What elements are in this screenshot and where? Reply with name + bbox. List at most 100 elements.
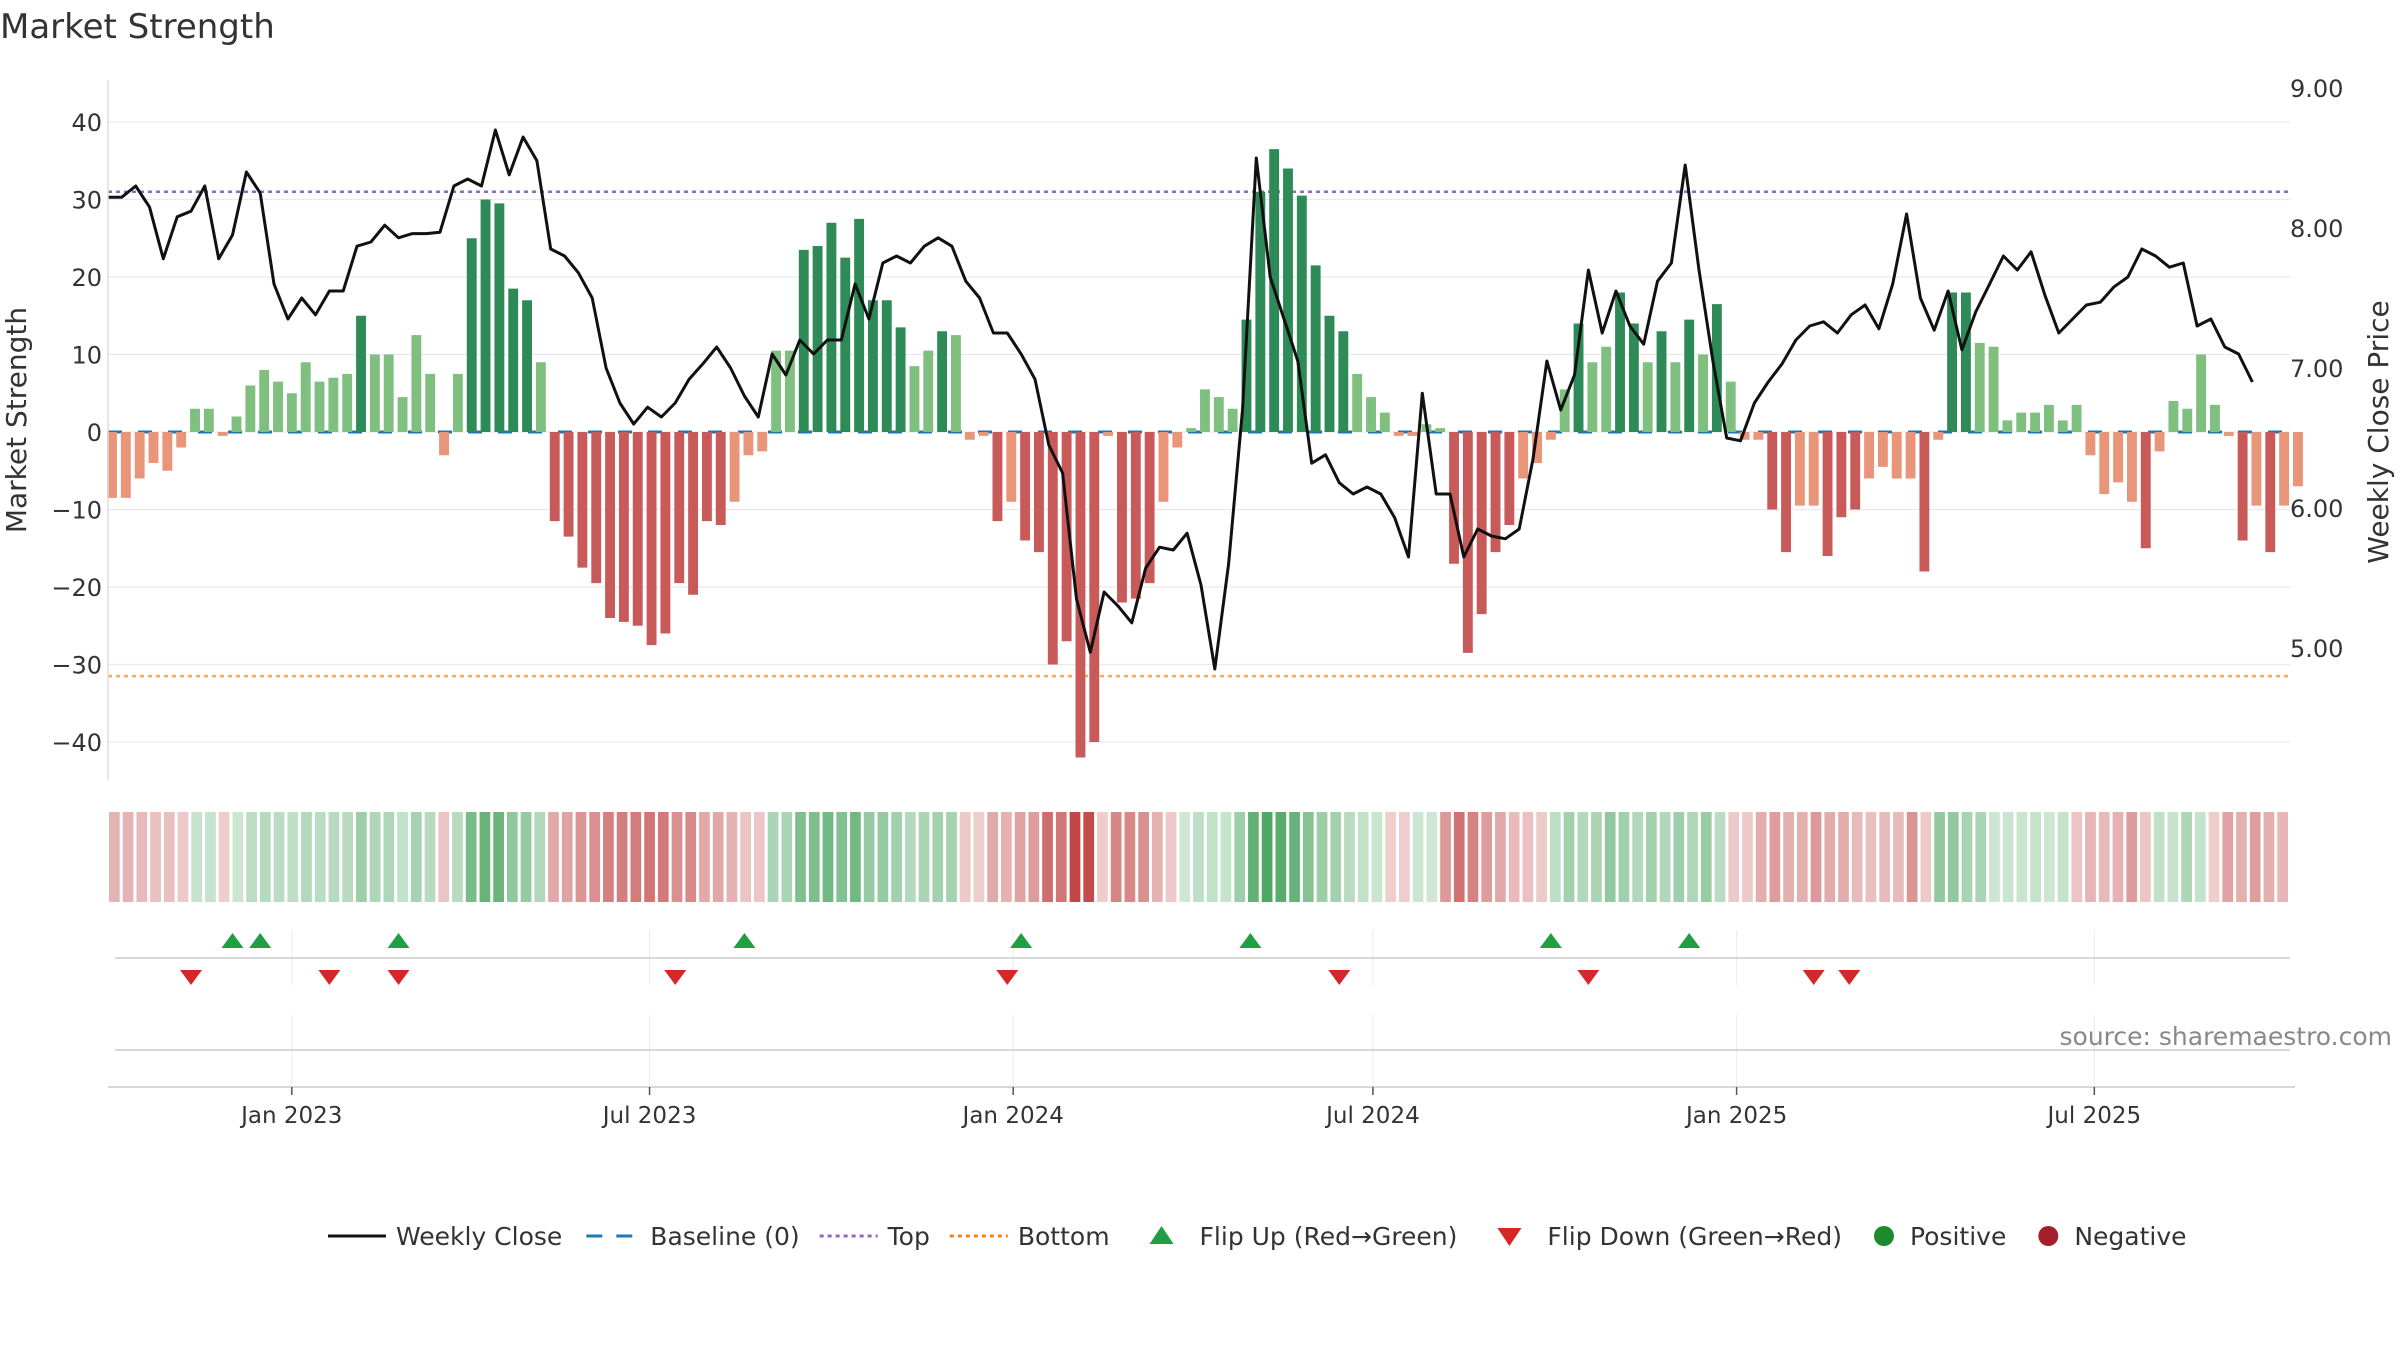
- heat-cell: [1838, 812, 1849, 902]
- legend-swatch-triangle-down: [1497, 1228, 1522, 1246]
- heat-cell: [561, 812, 573, 902]
- heat-cell: [1110, 812, 1122, 902]
- legend-item: Negative: [2038, 1222, 2187, 1251]
- flip-down-marker: [1838, 970, 1861, 985]
- strength-bar: [1988, 346, 1999, 432]
- y2-tick-label: 6.00: [2290, 495, 2343, 523]
- heat-cell: [1124, 812, 1136, 902]
- chart-title: Market Strength: [0, 7, 275, 47]
- heat-cell: [1453, 812, 1465, 902]
- heat-cell: [136, 812, 148, 902]
- weekly-close-line: [108, 128, 2254, 671]
- strength-bar: [1725, 381, 1736, 432]
- strength-bar: [618, 432, 629, 622]
- heat-cell: [1097, 812, 1108, 902]
- y-tick-label: 30: [71, 187, 102, 215]
- strength-bar: [162, 432, 173, 471]
- strength-bar: [1476, 432, 1487, 615]
- heat-cell: [1879, 812, 1891, 902]
- strength-bar: [1670, 362, 1681, 432]
- heat-cell: [891, 812, 902, 902]
- heat-cell: [2277, 812, 2288, 902]
- strength-bar: [1490, 432, 1501, 553]
- strength-bar: [176, 432, 187, 448]
- heat-cell: [726, 812, 738, 902]
- heat-cell: [2002, 812, 2014, 902]
- heat-cell: [369, 812, 381, 902]
- strength-bar: [1656, 331, 1667, 432]
- heat-cell: [2181, 812, 2192, 902]
- strength-bar: [1172, 432, 1183, 448]
- heat-cell: [2098, 812, 2110, 902]
- strength-bar: [577, 432, 588, 568]
- heat-cell: [1563, 812, 1575, 902]
- heat-cell: [973, 812, 985, 902]
- heat-cell: [2153, 812, 2165, 902]
- heat-cell: [822, 812, 834, 902]
- y-tick-label: 40: [71, 109, 102, 137]
- strength-bar: [563, 432, 574, 537]
- heat-cell: [2071, 812, 2083, 902]
- heat-cell: [2016, 812, 2028, 902]
- strength-bar: [895, 327, 906, 432]
- heat-cell: [1330, 812, 1342, 902]
- strength-bar: [757, 432, 768, 452]
- heat-cell: [1275, 812, 1287, 902]
- weekly-close-layer: [108, 128, 2254, 671]
- legend-swatch-triangle-up: [1149, 1226, 1174, 1244]
- strength-bar: [439, 432, 449, 456]
- heat-cell: [2043, 812, 2055, 902]
- y-tick-label: −10: [51, 497, 102, 525]
- heat-cell: [1934, 812, 1945, 902]
- strength-bar: [120, 432, 131, 498]
- heat-cell: [1755, 812, 1767, 902]
- heat-cell: [301, 812, 312, 902]
- heat-cell: [1179, 812, 1191, 902]
- strength-bars: [107, 149, 2303, 758]
- strength-bar: [1698, 354, 1708, 432]
- y2-tick-label: 8.00: [2290, 215, 2343, 243]
- heat-cell: [2194, 812, 2206, 902]
- heat-cell: [1481, 812, 1493, 902]
- strength-bar: [1117, 432, 1127, 603]
- heat-cell: [1796, 812, 1808, 902]
- heat-cell: [1440, 812, 1451, 902]
- strength-bar: [1449, 432, 1459, 564]
- strength-bar: [1753, 432, 1764, 440]
- strength-bar: [701, 432, 712, 522]
- x-tick-label: Jul 2024: [1324, 1103, 1420, 1129]
- strength-bar: [273, 381, 283, 432]
- heat-cell: [2057, 812, 2069, 902]
- strength-bar: [535, 362, 546, 432]
- strength-bar: [245, 385, 256, 432]
- reference-lines: [108, 190, 2290, 678]
- y-tick-label: −40: [51, 729, 102, 757]
- strength-bar: [1711, 304, 1722, 432]
- y-tick-label: 20: [71, 264, 102, 292]
- flip-up-marker: [1010, 933, 1033, 948]
- heat-cell: [918, 812, 930, 902]
- strength-bar: [1822, 432, 1833, 556]
- strength-bar: [107, 432, 117, 498]
- strength-bar: [798, 249, 809, 432]
- flip-markers-panel: [115, 930, 2290, 985]
- strength-bar: [1200, 389, 1210, 432]
- strength-bar: [2182, 408, 2193, 432]
- y2-tick-label: 5.00: [2290, 635, 2343, 663]
- heat-cell: [1646, 812, 1657, 902]
- strength-bar: [1020, 432, 1031, 541]
- heat-cell: [987, 812, 999, 902]
- legend-label: Negative: [2074, 1222, 2186, 1251]
- strength-bar: [1933, 432, 1944, 440]
- strength-bar: [1601, 346, 1612, 432]
- strength-bar: [1158, 432, 1169, 502]
- heat-cell: [438, 812, 450, 902]
- heat-cell: [2112, 812, 2124, 902]
- heat-cell: [657, 812, 669, 902]
- y2-tick-label: 7.00: [2290, 355, 2343, 383]
- heat-cell: [1700, 812, 1712, 902]
- heat-cell: [1261, 812, 1273, 902]
- strength-bar: [2099, 432, 2110, 494]
- source-label: source: sharemaestro.com: [2060, 1022, 2393, 1051]
